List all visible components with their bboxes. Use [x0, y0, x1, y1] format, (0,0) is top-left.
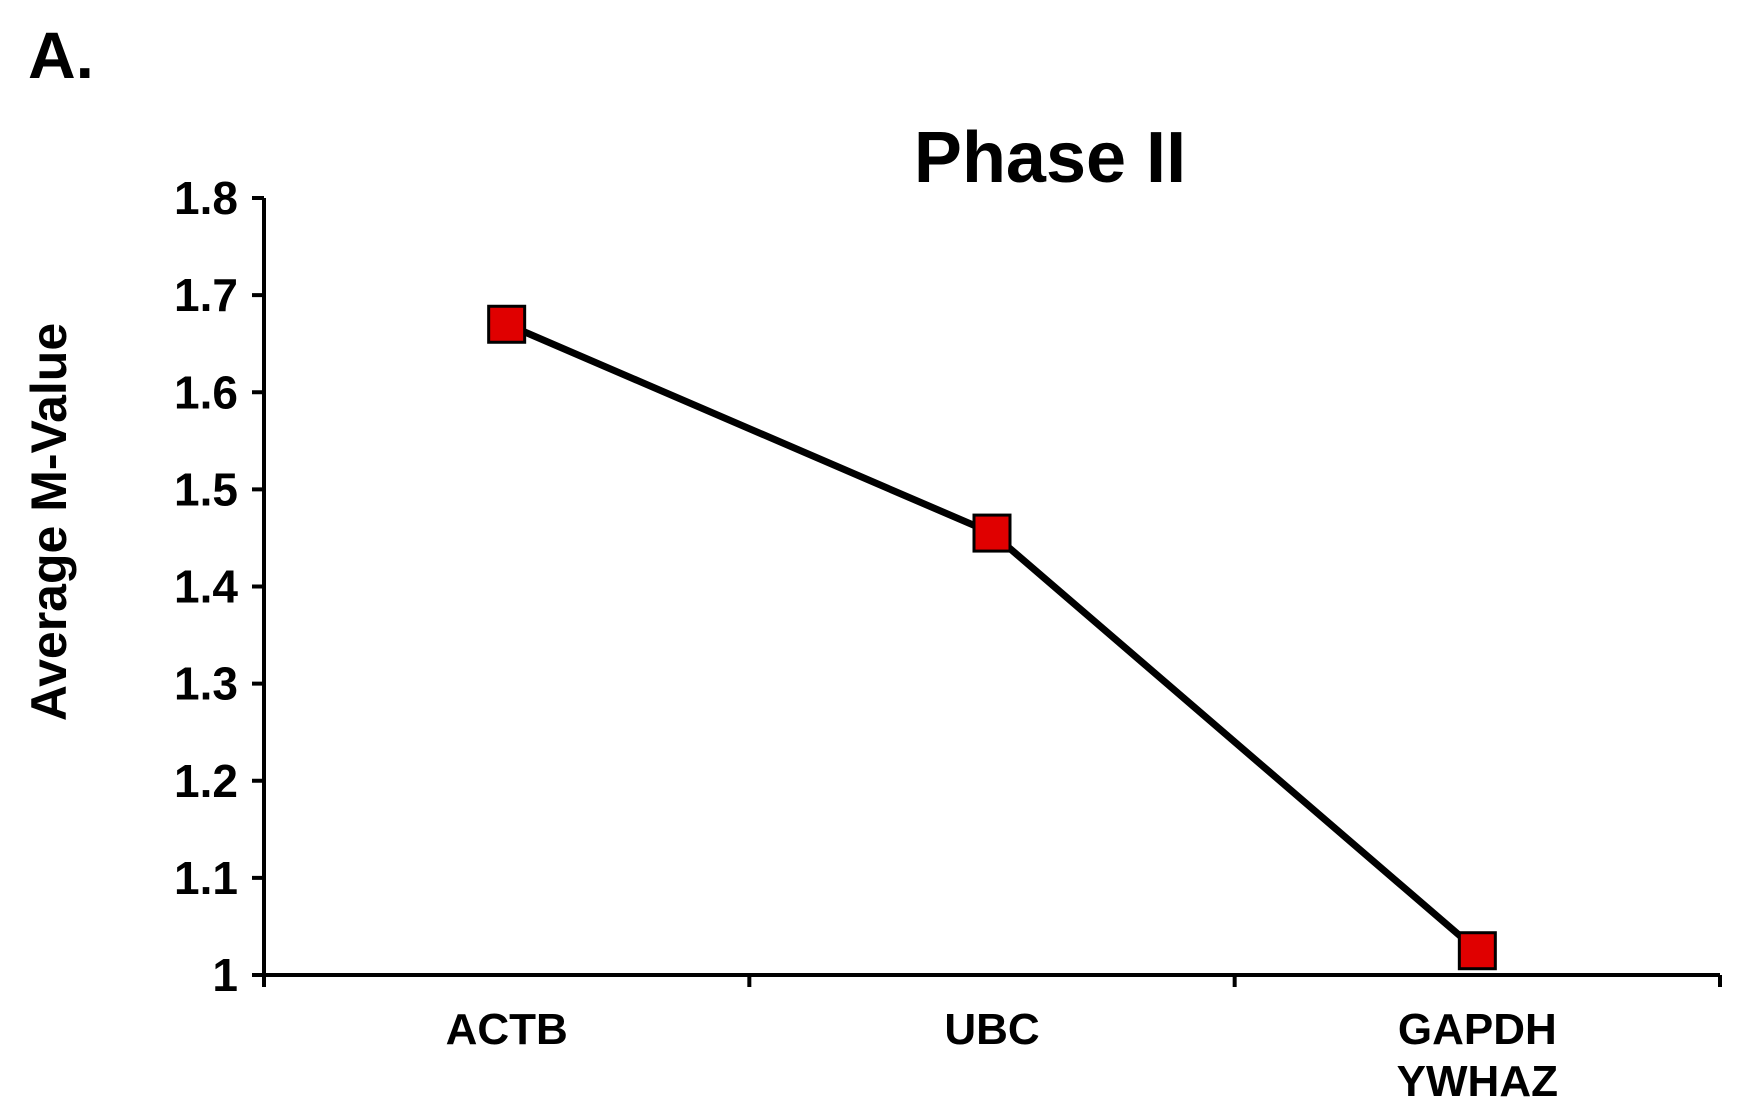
y-tick-label: 1 [212, 949, 238, 1001]
y-axis-label: Average M-Value [21, 323, 77, 721]
data-point-marker [972, 513, 1012, 553]
y-tick-label: 1.1 [174, 852, 238, 904]
chart-title: Phase II [914, 118, 1186, 198]
series-line [505, 321, 1480, 954]
panel-label: A. [28, 18, 94, 92]
x-tick-label: UBC [944, 1005, 1039, 1054]
y-tick-label: 1.7 [174, 269, 238, 321]
y-tick-label: 1.5 [174, 463, 238, 515]
series [487, 304, 1497, 971]
x-tick-label: YWHAZ [1397, 1057, 1558, 1106]
y-tick-label: 1.3 [174, 658, 238, 710]
data-point-marker [487, 304, 527, 344]
y-tick-label: 1.8 [174, 172, 238, 224]
y-ticks: 1 1.1 1.2 1.3 1.4 1.5 1.6 1.7 1.8 [174, 172, 264, 1001]
x-tick-label: GAPDH [1398, 1005, 1557, 1054]
y-tick-label: 1.4 [174, 561, 238, 613]
y-tick-label: 1.2 [174, 755, 238, 807]
y-tick-label: 1.6 [174, 366, 238, 418]
x-tick-label: ACTB [446, 1005, 568, 1054]
data-point-marker [1457, 931, 1497, 971]
